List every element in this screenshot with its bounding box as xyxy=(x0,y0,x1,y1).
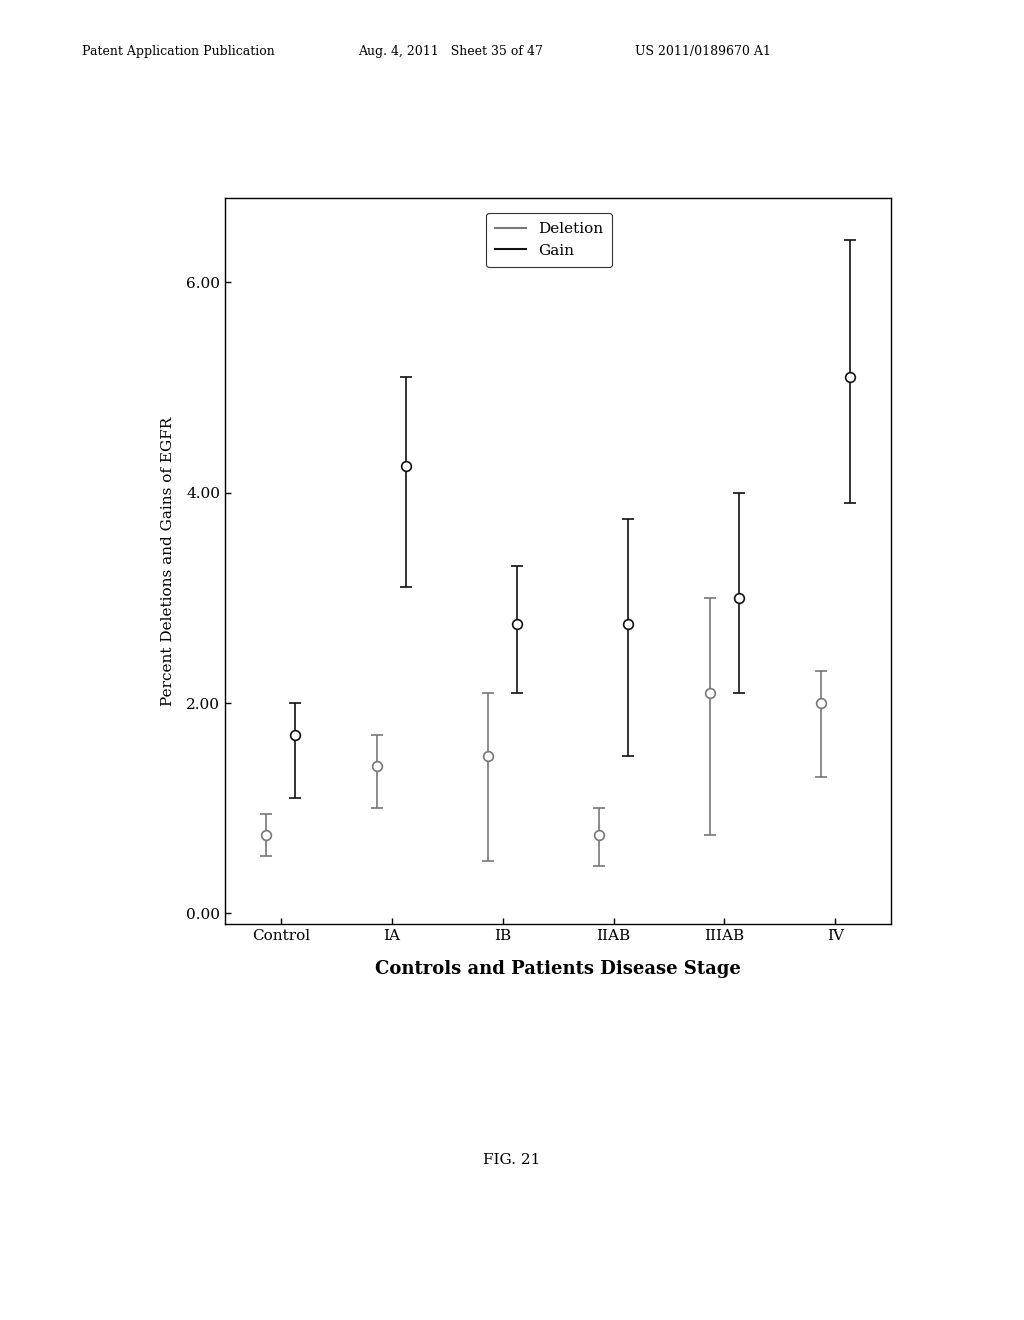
Text: Patent Application Publication: Patent Application Publication xyxy=(82,45,274,58)
Text: FIG. 21: FIG. 21 xyxy=(483,1154,541,1167)
Text: US 2011/0189670 A1: US 2011/0189670 A1 xyxy=(635,45,771,58)
Y-axis label: Percent Deletions and Gains of EGFR: Percent Deletions and Gains of EGFR xyxy=(162,416,175,706)
X-axis label: Controls and Patients Disease Stage: Controls and Patients Disease Stage xyxy=(375,960,741,978)
Text: Aug. 4, 2011   Sheet 35 of 47: Aug. 4, 2011 Sheet 35 of 47 xyxy=(358,45,544,58)
Legend: Deletion, Gain: Deletion, Gain xyxy=(485,213,612,267)
